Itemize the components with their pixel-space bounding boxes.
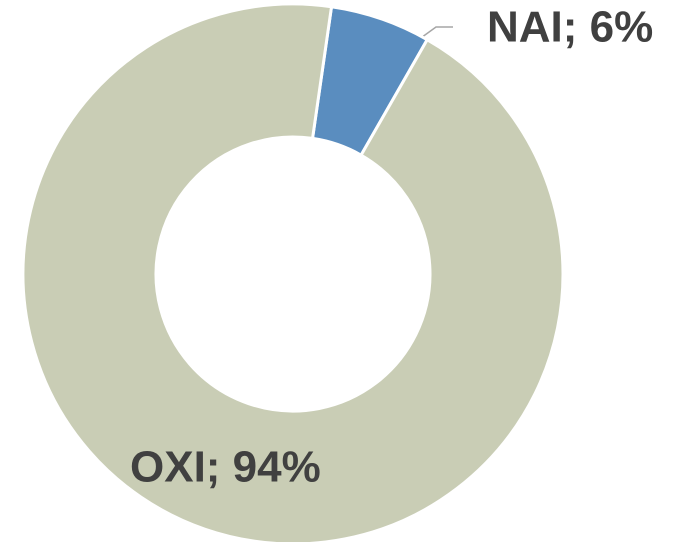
- data-label: OXI; 94%: [130, 443, 321, 492]
- slice: [21, 2, 565, 542]
- data-label: NAI; 6%: [487, 3, 653, 52]
